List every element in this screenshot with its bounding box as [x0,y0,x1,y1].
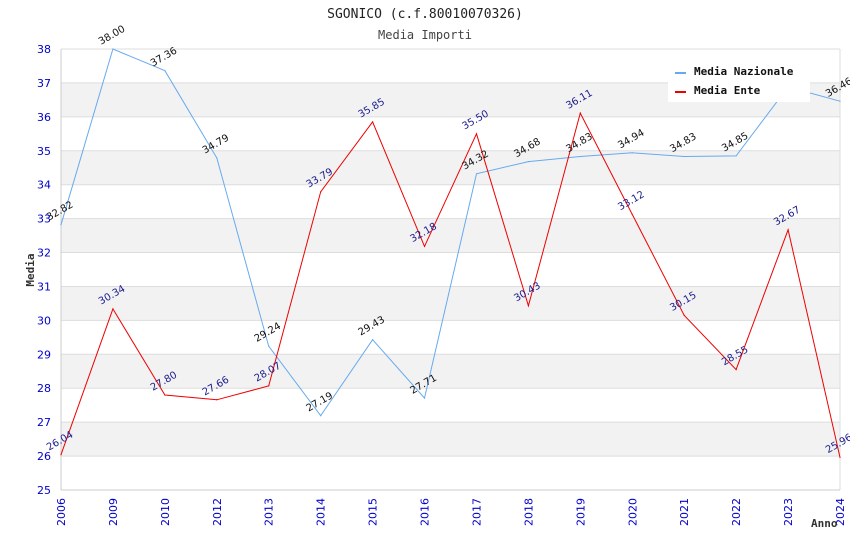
data-point [268,345,270,347]
y-tick-label: 25 [37,484,51,497]
x-axis-label: Anno [811,517,838,530]
data-label: 27.19 [305,390,335,414]
x-tick-labels: 2006 2009 2010 2012 2013 2014 2015 2016 2017 2018… [55,498,847,526]
series-group [60,48,841,459]
x-tick-label: 2018 [522,498,535,526]
data-point [216,157,218,159]
y-tick-label: 36 [37,111,51,124]
data-point [423,397,426,399]
x-tick-label: 2012 [211,498,224,526]
x-tick-label: 2020 [626,498,639,526]
y-tick-label: 30 [37,314,51,327]
x-tick-label: 2022 [730,498,743,526]
data-point [320,191,322,193]
y-tick-label: 34 [37,179,51,192]
data-label: 38.00 [97,24,127,48]
y-tick-label: 32 [37,247,51,260]
x-tick-label: 2013 [263,498,276,526]
x-tick-label: 2016 [419,498,432,526]
data-point [735,155,737,157]
series-line-media-ente [60,111,841,458]
x-tick-label: 2015 [367,498,380,526]
data-point [320,415,322,417]
data-point [683,314,685,316]
data-point [112,308,114,310]
y-tick-label: 35 [37,145,51,158]
data-point [579,112,581,114]
legend-label-media-nazionale: Media Nazionale [694,65,794,78]
data-point [475,173,478,175]
data-point [839,100,841,102]
y-axis-label: Media [24,253,37,286]
x-tick-label: 2014 [315,498,328,526]
data-point [372,121,374,123]
data-point [683,155,685,158]
data-label: 29.24 [253,321,283,345]
plot-background-bands [61,82,840,457]
y-tick-label: 28 [37,382,51,395]
x-tick-label: 2024 [834,498,847,526]
data-point [527,305,530,307]
y-tick-labels: 25 26 27 28 29 30 31 32 33 34 35 36 37 38 [37,43,51,497]
grid-band [61,286,840,321]
x-tick-label: 2019 [574,498,587,526]
data-point [527,161,530,163]
data-point [423,245,426,248]
x-tick-label: 2023 [782,498,795,526]
y-tick-label: 37 [37,77,51,90]
y-tick-label: 29 [37,348,51,361]
x-tick-label: 2009 [107,498,120,526]
series-line-media-nazionale [60,48,841,417]
y-tick-label: 26 [37,450,51,463]
chart-subtitle: Media Importi [378,28,472,42]
grid-band [61,422,840,457]
data-label: 34.94 [616,128,646,152]
grid-band [61,354,840,389]
data-point [112,48,114,50]
x-tick-label: 2006 [55,498,68,526]
y-tick-label: 33 [37,213,51,226]
data-point [839,456,841,459]
data-point [60,454,62,456]
data-point [579,155,581,158]
legend-label-media-ente: Media Ente [694,84,761,97]
x-tick-label: 2010 [159,498,172,526]
chart-title: SGONICO (c.f.80010070326) [327,7,523,22]
data-point [216,399,218,401]
data-point [475,133,478,135]
y-tick-label: 38 [37,43,51,56]
data-point [631,213,633,216]
data-point [631,152,633,154]
data-point [787,229,789,231]
data-point [60,224,62,226]
grid-band [61,218,840,253]
y-tick-label: 27 [37,416,51,429]
data-point [164,70,166,72]
data-point [735,368,737,371]
x-tick-label: 2021 [678,498,691,526]
data-point [164,394,166,396]
y-tick-label: 31 [37,280,51,293]
legend: Media Nazionale Media Ente [668,58,810,102]
legend-box [668,58,810,102]
data-point [372,339,374,341]
x-tick-label: 2017 [470,498,483,526]
data-point [268,385,270,387]
